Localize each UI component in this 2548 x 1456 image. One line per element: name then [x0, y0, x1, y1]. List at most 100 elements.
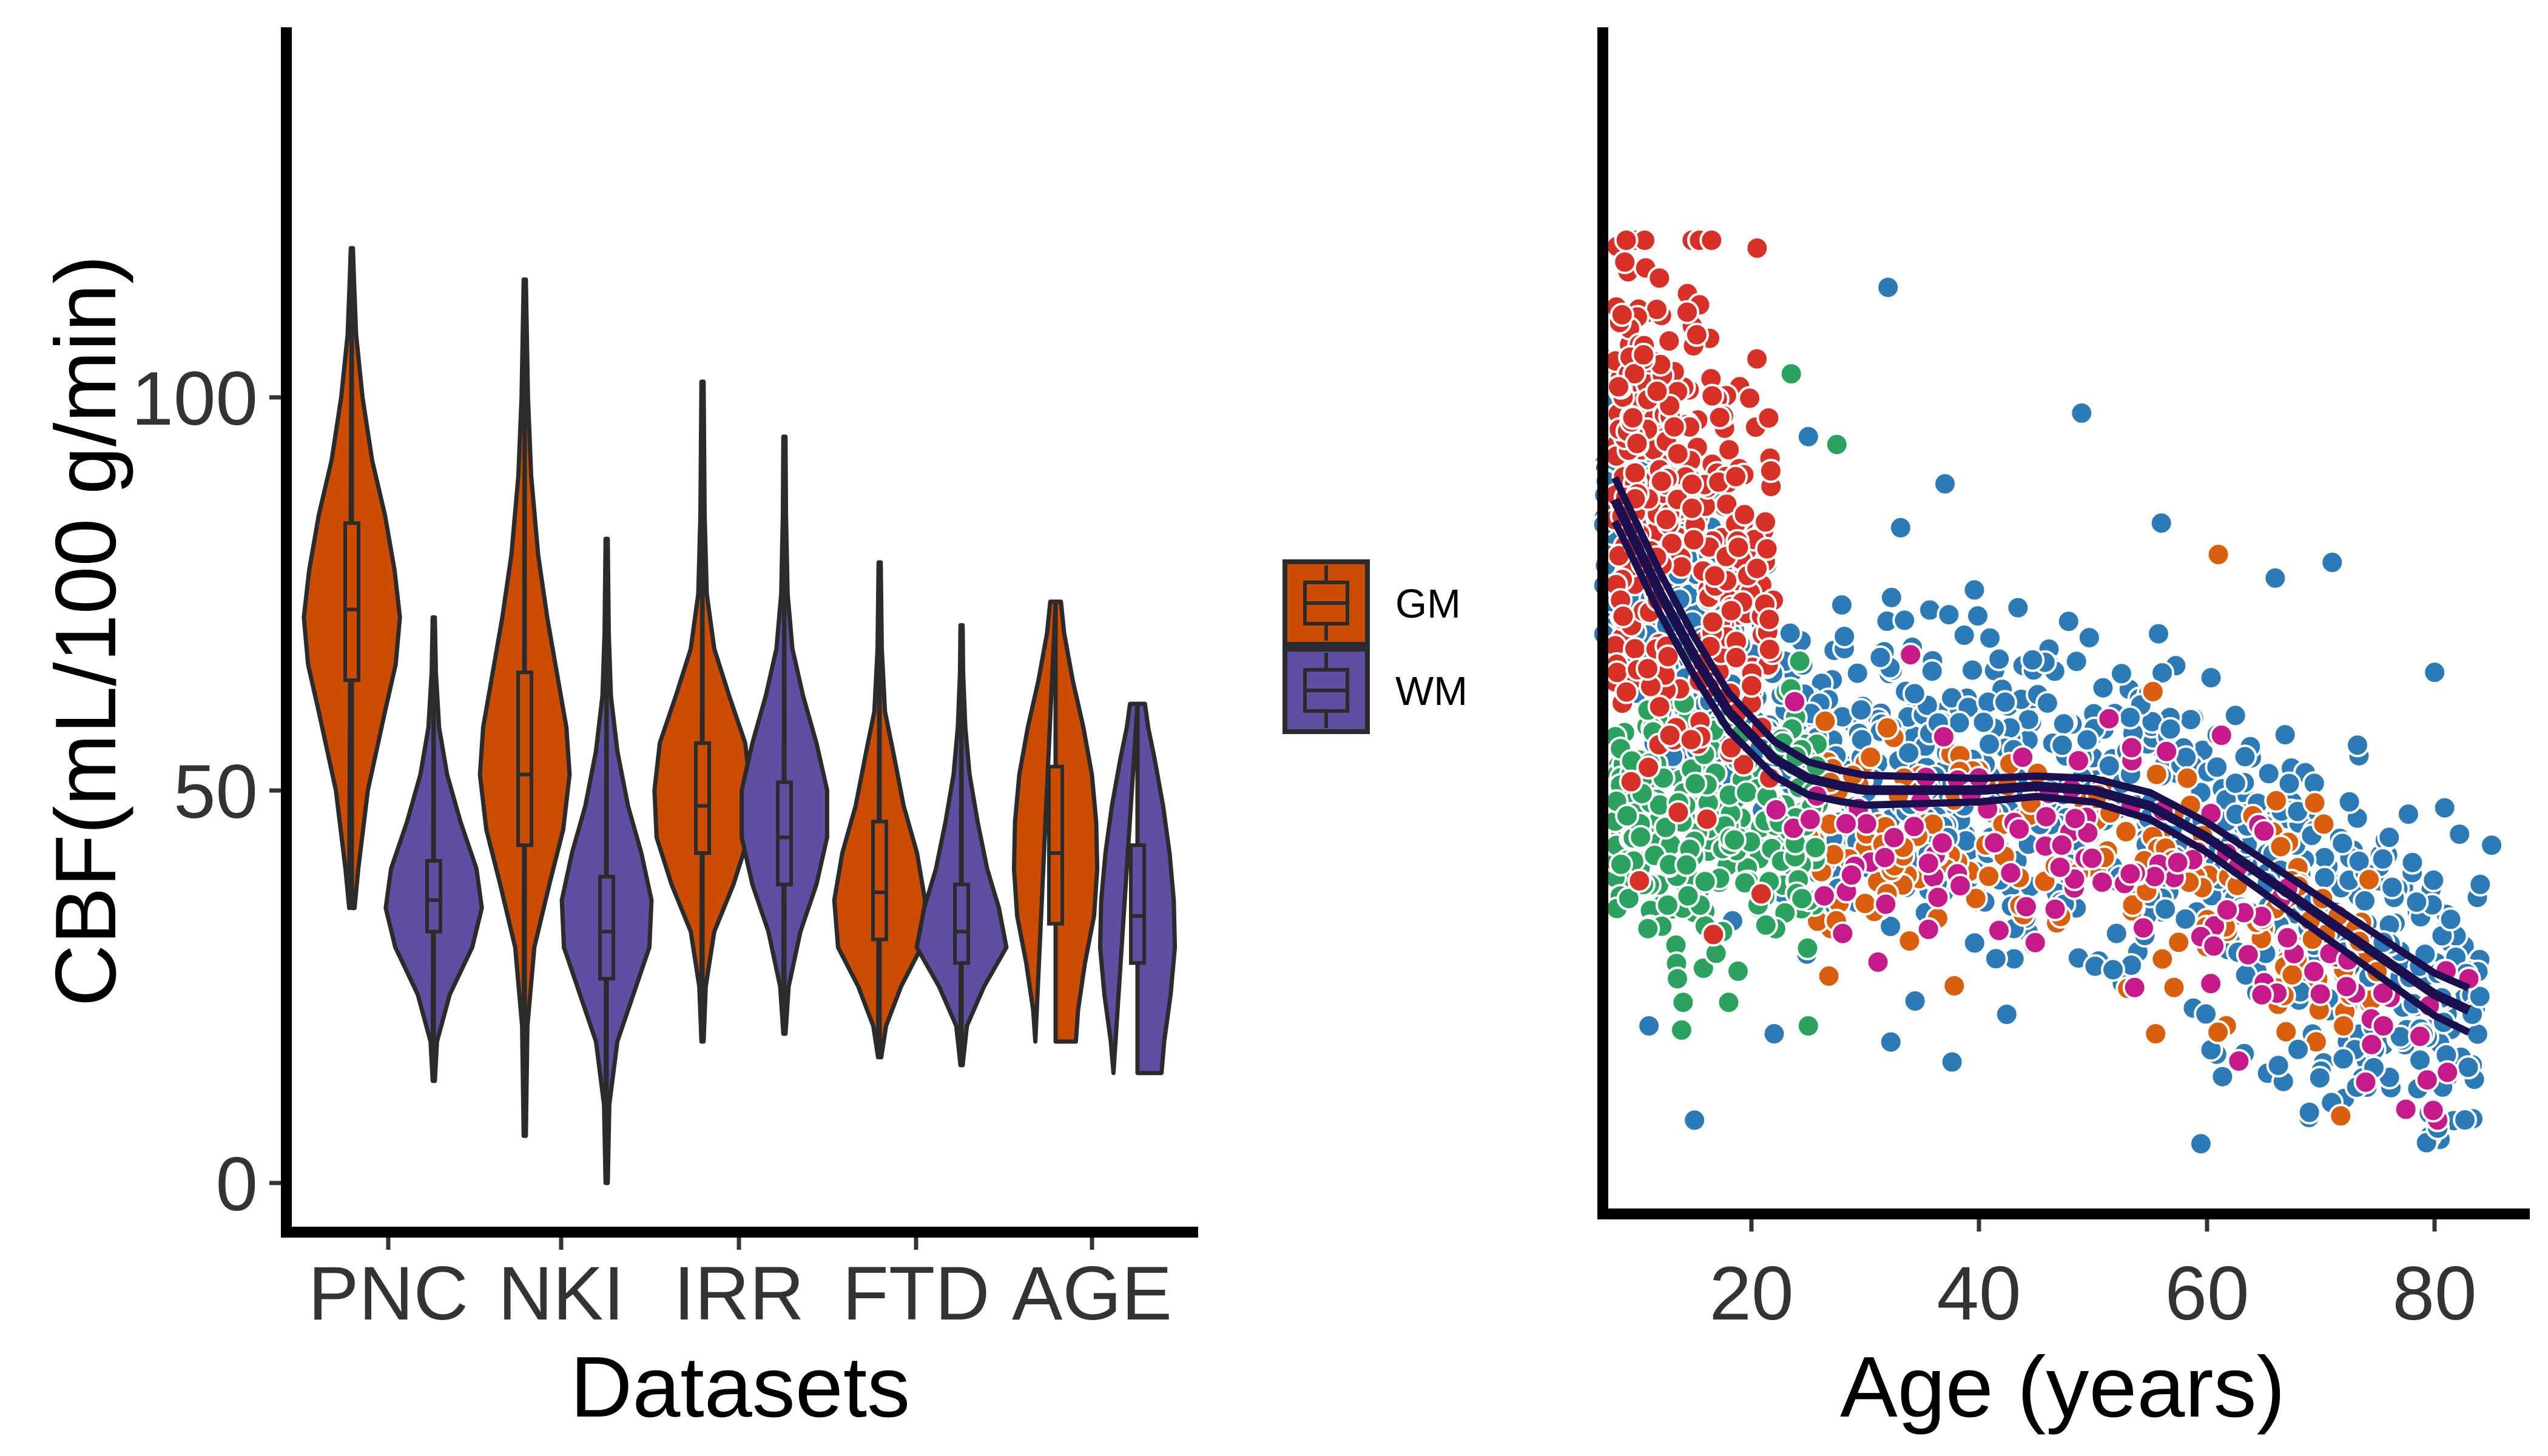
scatter-point-age	[1916, 851, 1941, 876]
scatter-point-nki	[2101, 957, 2126, 982]
scatter-point-pnc	[1737, 386, 1762, 411]
scatter-point-nki	[2006, 595, 2031, 620]
scatter-point-nki	[1892, 608, 1917, 633]
scatter-point-pnc	[1647, 695, 1672, 719]
scatter-point-nki	[1637, 1014, 1662, 1038]
scatter-point-pnc	[1623, 460, 1648, 485]
scatter-point-age	[2415, 1068, 2439, 1093]
scatter-point-age	[1898, 642, 1923, 667]
scatter-x-tick-label-80: 80	[2392, 1252, 2476, 1336]
scatter-point-nki	[2408, 1048, 2432, 1073]
scatter-point-pnc	[1606, 374, 1631, 399]
scatter-point-nki	[2337, 789, 2362, 814]
scatter-point-pnc	[1649, 469, 1674, 494]
violin-box-wm-ftd	[953, 882, 970, 965]
scatter-point-nki	[2377, 825, 2402, 850]
scatter-point-ftd	[2328, 1104, 2353, 1128]
scatter-point-nki	[1940, 1050, 1964, 1074]
scatter-point-irr	[1615, 803, 1640, 828]
scatter-point-age	[2122, 975, 2147, 1000]
scatter-point-pnc	[1731, 752, 1756, 777]
scatter-point-nki	[2223, 771, 2248, 796]
scatter-point-pnc	[1647, 266, 1672, 291]
scatter-point-age	[2014, 894, 2038, 919]
scatter-point-age	[2215, 897, 2239, 922]
scatter-point-irr	[1795, 935, 1820, 960]
scatter-point-pnc	[1754, 536, 1779, 561]
scatter-point-age	[2435, 1060, 2460, 1085]
scatter-point-nki	[1902, 681, 1927, 706]
scatter-point-age	[2010, 745, 2035, 770]
scatter-point-nki	[2347, 849, 2371, 874]
scatter-point-age	[2250, 982, 2274, 1007]
violin-x-axis-title: Datasets	[570, 1339, 910, 1435]
violin-x-tick-label-ftd: FTD	[843, 1252, 990, 1336]
scatter-point-nki	[1878, 914, 1903, 939]
fit-ci-upper	[1611, 476, 2470, 992]
scatter-point-nki	[1983, 946, 2008, 971]
scatter-point-pnc	[1657, 329, 1682, 353]
scatter-point-pnc	[1680, 472, 1704, 497]
scatter-point-nki	[1903, 989, 1927, 1013]
scatter-point-nki	[2188, 1131, 2213, 1156]
scatter-point-pnc	[1699, 228, 1724, 252]
scatter-point-nki	[2158, 716, 2183, 741]
scatter-point-nki	[1962, 931, 1987, 956]
violin-x-tick-label-age: AGE	[1012, 1252, 1172, 1336]
scatter-point-pnc	[1636, 755, 1661, 780]
scatter-point-pnc	[1745, 556, 1770, 581]
scatter-point-age	[1930, 831, 1955, 855]
scatter-point-nki	[1762, 1022, 1787, 1046]
scatter-point-nki	[2097, 753, 2122, 778]
scatter-point-nki	[1849, 698, 1873, 723]
scatter-x-axis-title: Age (years)	[1840, 1339, 2285, 1435]
scatter-point-nki	[1971, 710, 1996, 735]
scatter-point-ftd	[1858, 745, 1883, 770]
scatter-point-pnc	[1749, 881, 1773, 906]
scatter-point-ftd	[2114, 819, 2138, 844]
scatter-point-nki	[2370, 846, 2395, 871]
scatter-point-nki	[1978, 625, 2003, 650]
violin-box-gm-irr	[694, 741, 711, 855]
violin-box-wm-pnc	[425, 859, 442, 934]
scatter-point-ftd	[2357, 867, 2381, 892]
scatter-point-nki	[2396, 802, 2421, 826]
scatter-point-nki	[2320, 550, 2345, 575]
scatter-point-nki	[2091, 675, 2115, 700]
scatter-point-nki	[2312, 865, 2337, 890]
scatter-point-age	[1854, 812, 1879, 836]
scatter-point-nki	[1993, 690, 2018, 715]
scatter-point-ftd	[2264, 788, 2289, 813]
scatter-point-age	[2308, 982, 2333, 1006]
scatter-point-pnc	[1611, 604, 1636, 629]
scatter-point-nki	[2256, 761, 2281, 786]
scatter-point-pnc	[1700, 610, 1725, 635]
scatter-point-age	[2226, 1049, 2251, 1073]
scatter-point-age	[2334, 974, 2359, 999]
scatter-point-nki	[1832, 624, 1857, 649]
scatter-point-nki	[2179, 707, 2203, 732]
scatter-point-pnc	[1753, 510, 1778, 534]
scatter-point-age	[1902, 814, 1927, 839]
scatter-point-age	[1798, 807, 1822, 832]
scatter-point-age	[1830, 921, 1855, 946]
scatter-point-ftd	[1977, 864, 2001, 889]
scatter-point-age	[2119, 735, 2144, 760]
scatter-point-nki	[2035, 690, 2060, 715]
scatter-point-nki	[1888, 515, 1913, 540]
scatter-x-tick-label-40: 40	[1936, 1252, 2021, 1336]
scatter-point-pnc	[1702, 564, 1727, 588]
scatter-point-age	[2023, 930, 2048, 955]
scatter-point-nki	[2456, 1055, 2481, 1080]
scatter-point-ftd	[2140, 679, 2165, 704]
scatter-point-age	[1948, 874, 1973, 898]
scatter-point-pnc	[1732, 502, 1757, 527]
scatter-point-ftd	[1897, 929, 1922, 953]
legend-key-gm	[1282, 559, 1370, 647]
violin-y-tick-label-50: 50	[174, 750, 258, 834]
scatter-point-age	[2080, 846, 2105, 871]
scatter-point-nki	[1845, 661, 1870, 686]
scatter-point-pnc	[1614, 228, 1639, 252]
scatter-point-nki	[2286, 1037, 2310, 1062]
scatter-point-age	[2034, 804, 2058, 829]
